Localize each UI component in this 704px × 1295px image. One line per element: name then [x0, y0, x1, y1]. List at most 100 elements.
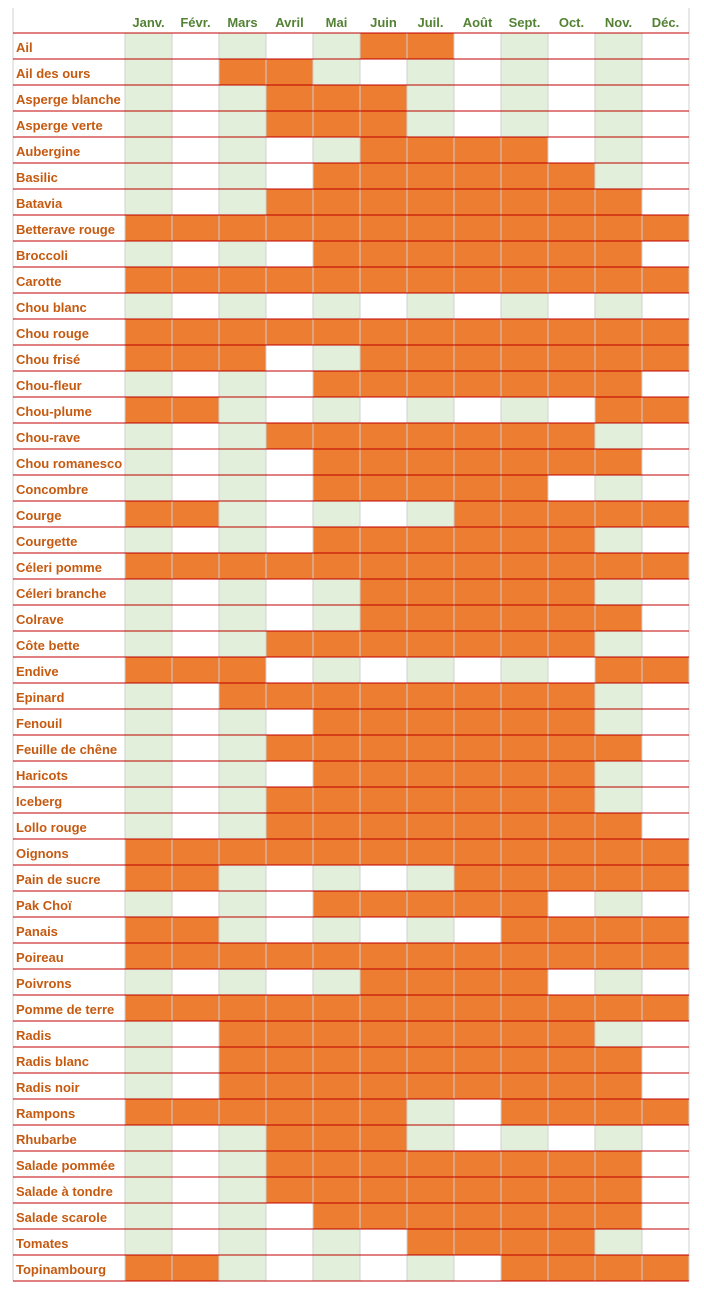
season-cell — [501, 891, 548, 917]
season-cell — [407, 1073, 454, 1099]
season-cell — [407, 839, 454, 865]
season-cell — [360, 1047, 407, 1073]
cell-background — [172, 631, 219, 657]
season-cell — [266, 111, 313, 137]
season-cell — [313, 709, 360, 735]
cell-background — [266, 163, 313, 189]
vegetable-label: Céleri pomme — [16, 560, 102, 575]
cell-background — [219, 85, 266, 111]
season-cell — [548, 839, 595, 865]
season-cell — [642, 1255, 689, 1281]
season-cell — [595, 1151, 642, 1177]
season-cell — [548, 943, 595, 969]
season-cell — [548, 683, 595, 709]
cell-background — [407, 397, 454, 423]
season-cell — [595, 241, 642, 267]
cell-background — [595, 293, 642, 319]
cell-background — [595, 475, 642, 501]
cell-background — [642, 475, 689, 501]
season-cell — [454, 579, 501, 605]
cell-background — [548, 397, 595, 423]
season-cell — [642, 215, 689, 241]
season-cell — [642, 943, 689, 969]
cell-background — [642, 1203, 689, 1229]
vegetable-label: Pomme de terre — [16, 1002, 114, 1017]
season-cell — [501, 631, 548, 657]
season-cell — [360, 111, 407, 137]
cell-background — [266, 891, 313, 917]
season-cell — [595, 917, 642, 943]
season-cell — [125, 1099, 172, 1125]
cell-background — [313, 345, 360, 371]
season-cell — [501, 995, 548, 1021]
cell-background — [219, 241, 266, 267]
cell-background — [219, 189, 266, 215]
cell-background — [407, 501, 454, 527]
season-cell — [501, 423, 548, 449]
cell-background — [219, 1177, 266, 1203]
season-cell — [219, 657, 266, 683]
season-cell — [501, 865, 548, 891]
season-cell — [595, 397, 642, 423]
cell-background — [172, 969, 219, 995]
season-cell — [360, 1099, 407, 1125]
cell-background — [313, 501, 360, 527]
season-cell — [642, 995, 689, 1021]
season-cell — [407, 215, 454, 241]
vegetable-label: Haricots — [16, 768, 68, 783]
cell-background — [125, 449, 172, 475]
season-cell — [454, 1151, 501, 1177]
vegetable-label: Pain de sucre — [16, 872, 101, 887]
season-cell — [548, 631, 595, 657]
cell-background — [219, 1229, 266, 1255]
season-cell — [501, 553, 548, 579]
season-cell — [595, 1177, 642, 1203]
season-cell — [407, 969, 454, 995]
vegetable-label: Asperge blanche — [16, 92, 121, 107]
cell-background — [172, 1021, 219, 1047]
cell-background — [548, 891, 595, 917]
cell-background — [642, 33, 689, 59]
cell-background — [454, 1099, 501, 1125]
cell-background — [642, 1047, 689, 1073]
season-cell — [454, 163, 501, 189]
season-cell — [548, 163, 595, 189]
season-cell — [266, 1099, 313, 1125]
season-cell — [548, 1255, 595, 1281]
cell-background — [125, 579, 172, 605]
cell-background — [125, 1073, 172, 1099]
season-cell — [219, 683, 266, 709]
season-cell — [642, 319, 689, 345]
season-cell — [266, 995, 313, 1021]
season-cell — [501, 241, 548, 267]
season-cell — [360, 553, 407, 579]
season-cell — [313, 163, 360, 189]
season-cell — [360, 241, 407, 267]
season-cell — [407, 813, 454, 839]
vegetable-label: Céleri branche — [16, 586, 106, 601]
season-cell — [407, 787, 454, 813]
cell-background — [595, 761, 642, 787]
season-cell — [501, 1177, 548, 1203]
cell-background — [266, 865, 313, 891]
cell-background — [172, 1151, 219, 1177]
cell-background — [172, 33, 219, 59]
season-cell — [548, 1021, 595, 1047]
season-cell — [595, 1099, 642, 1125]
cell-background — [125, 189, 172, 215]
season-cell — [407, 995, 454, 1021]
cell-background — [219, 761, 266, 787]
season-cell — [595, 345, 642, 371]
cell-background — [360, 1255, 407, 1281]
season-cell — [454, 137, 501, 163]
season-cell — [313, 761, 360, 787]
season-cell — [407, 319, 454, 345]
season-cell — [360, 709, 407, 735]
cell-background — [219, 605, 266, 631]
cell-background — [219, 163, 266, 189]
season-cell — [266, 267, 313, 293]
season-cell — [360, 995, 407, 1021]
cell-background — [172, 605, 219, 631]
season-cell — [266, 1047, 313, 1073]
